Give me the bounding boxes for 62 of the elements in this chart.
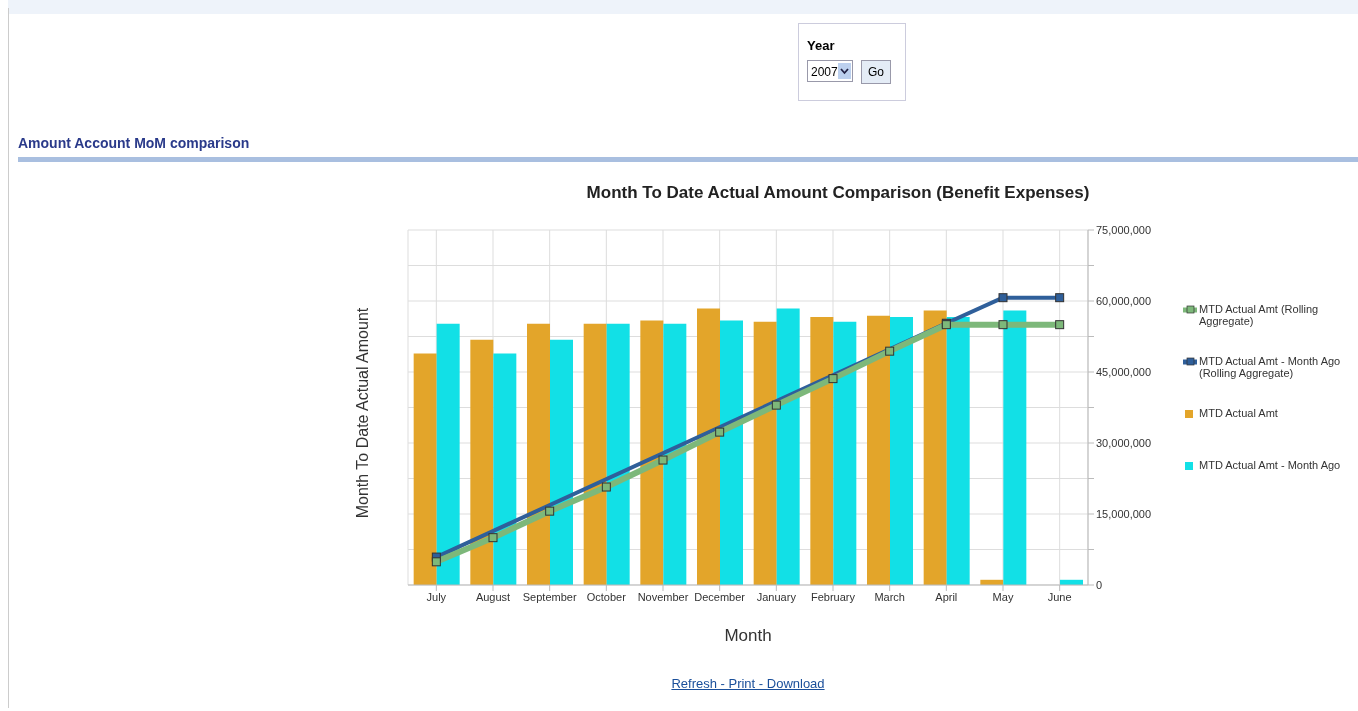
legend-label: MTD Actual Amt <box>1199 407 1278 419</box>
bar <box>606 323 630 585</box>
bar <box>833 321 857 585</box>
legend-label: MTD Actual Amt (Rolling Aggregate) <box>1199 303 1320 327</box>
bar <box>436 323 460 585</box>
x-tick-label: June <box>1047 590 1072 603</box>
legend-label: MTD Actual Amt - Month Ago (Rolling Aggregate) <box>1199 355 1342 379</box>
point <box>998 320 1008 330</box>
text: Amount Account MoM comparison <box>18 135 250 151</box>
bar <box>413 353 437 585</box>
bar <box>663 323 687 585</box>
year-selector: Year 2007 Go <box>798 23 906 101</box>
y-axis-title: Month To Date Actual Amount <box>354 307 372 519</box>
point <box>488 533 498 543</box>
bar <box>697 308 720 585</box>
point <box>828 374 838 384</box>
bar <box>923 310 947 585</box>
point <box>431 557 441 567</box>
y-tick-label: 75,000,000 <box>1096 223 1152 236</box>
text: Refresh - Print - Download <box>670 676 826 691</box>
x-tick-label: February <box>810 590 856 603</box>
point <box>545 506 555 516</box>
bar <box>776 308 800 585</box>
y-tick-label: 15,000,000 <box>1096 507 1152 520</box>
bar <box>1003 310 1027 585</box>
point <box>1055 320 1065 330</box>
bar <box>810 317 834 585</box>
y-tick-label: 45,000,000 <box>1096 365 1152 378</box>
point <box>1055 293 1065 303</box>
legend-label: MTD Actual Amt - Month Ago <box>1199 459 1341 471</box>
y-tick-label: 30,000,000 <box>1096 436 1152 449</box>
x-tick-label: April <box>935 590 958 603</box>
bar <box>470 339 494 585</box>
bar <box>867 315 890 585</box>
y-tick-label: 60,000,000 <box>1096 294 1152 307</box>
chart-title: Month To Date Actual Amount Comparison (Benefit Expenses) <box>585 183 1091 203</box>
x-tick-label: January <box>756 590 797 603</box>
bar <box>890 317 913 585</box>
x-tick-label: August <box>475 590 511 603</box>
bar <box>946 317 970 585</box>
bar <box>493 353 517 585</box>
y-tick-label: 0 <box>1096 578 1103 591</box>
x-tick-label: July <box>426 590 447 603</box>
point <box>715 427 725 437</box>
bar <box>583 323 607 585</box>
x-tick-label: March <box>874 590 905 603</box>
x-tick-label: May <box>992 590 1014 603</box>
bar <box>720 320 743 585</box>
point <box>885 346 895 356</box>
x-tick-label: December <box>694 590 746 603</box>
bar <box>753 321 777 585</box>
point <box>658 455 668 465</box>
x-axis-title: Month <box>723 626 773 646</box>
point <box>601 482 611 492</box>
bar <box>550 339 573 585</box>
x-tick-label: October <box>586 590 627 603</box>
bar <box>527 323 550 585</box>
x-tick-label: November <box>637 590 689 603</box>
point <box>771 400 781 410</box>
bar <box>640 320 664 585</box>
point <box>998 293 1008 303</box>
x-tick-label: September <box>522 590 577 603</box>
